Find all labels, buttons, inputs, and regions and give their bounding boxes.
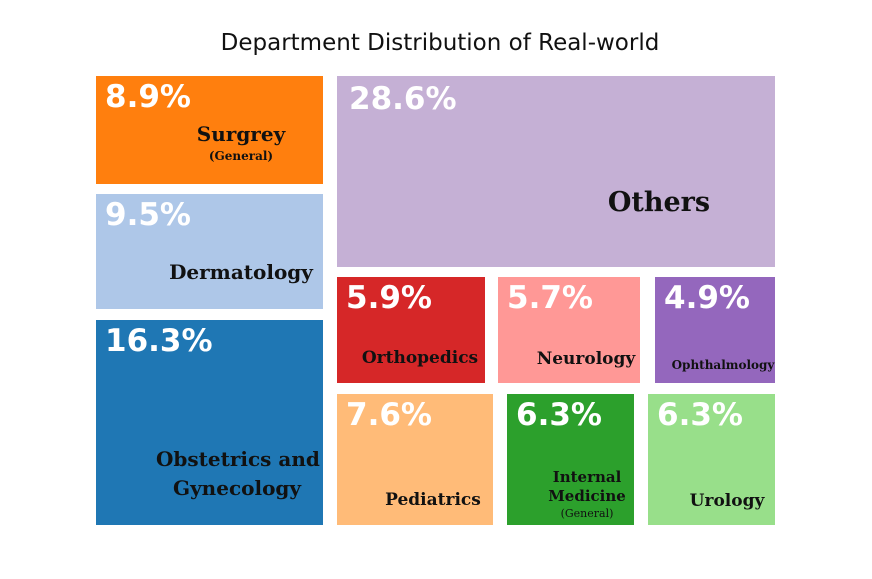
tile-label: Ophthalmology [671,358,775,372]
tile-label-line2: Gynecology [172,476,302,500]
tile-label: Neurology [536,349,636,369]
tile-percent: 5.9% [346,280,432,316]
tile-surgery-general: 8.9% Surgrey (General) [96,76,323,184]
tile-label: Urology [689,491,765,511]
tile-percent: 6.3% [657,397,743,433]
tile-pediatrics: 7.6% Pediatrics [337,394,493,525]
tile-label: Surgrey [196,122,286,146]
tile-orthopedics: 5.9% Orthopedics [337,277,485,383]
tile-percent: 7.6% [346,397,432,433]
tile-sublabel: (General) [560,507,614,520]
tile-percent: 9.5% [105,197,191,233]
tile-sublabel: (General) [208,149,274,163]
tile-obstetrics-gynecology: 16.3% Obstetrics and Gynecology [96,320,323,525]
tile-label: Internal [552,468,622,486]
tile-percent: 16.3% [105,323,213,359]
tile-internal-medicine-general: 6.3% Internal Medicine (General) [507,394,634,525]
tile-percent: 4.9% [664,280,750,316]
tile-label: Dermatology [169,260,313,284]
tile-label: Pediatrics [385,490,481,510]
tile-percent: 6.3% [516,397,602,433]
tile-urology: 6.3% Urology [648,394,775,525]
tile-label: Others [607,187,711,218]
tile-ophthalmology: 4.9% Ophthalmology [655,277,775,383]
tile-percent: 8.9% [105,79,191,115]
tile-percent: 28.6% [349,81,457,117]
tile-neurology: 5.7% Neurology [498,277,640,383]
tile-others: 28.6% Others [337,76,775,267]
tile-label: Orthopedics [361,348,479,368]
tile-percent: 5.7% [507,280,593,316]
tile-label-line2: Medicine [548,487,626,505]
tile-dermatology: 9.5% Dermatology [96,194,323,309]
chart-title: Department Distribution of Real-world [220,30,660,56]
tile-label: Obstetrics and [156,447,320,471]
